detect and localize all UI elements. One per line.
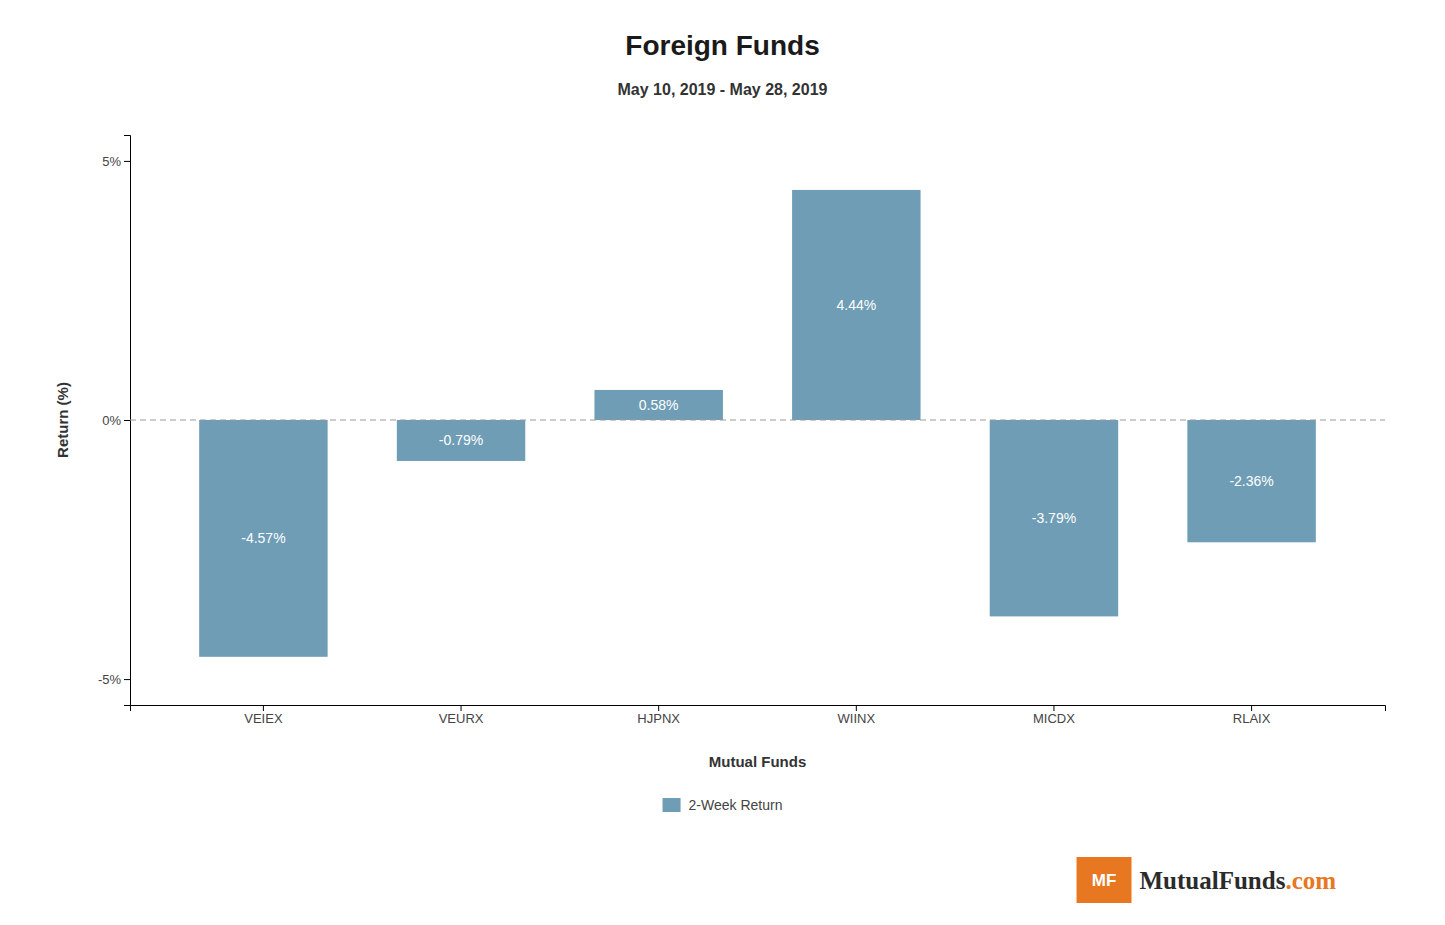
bar xyxy=(1187,420,1315,542)
y-tick-label: 5% xyxy=(102,154,121,169)
x-tick: WIINX xyxy=(838,705,876,726)
legend-item: 2-Week Return xyxy=(663,797,783,813)
y-tick: -5% xyxy=(98,672,130,687)
y-tick-mark xyxy=(124,161,130,162)
x-tick-mark xyxy=(461,705,462,711)
plot: -5% 0% 5% VEIEX VEURX HJPNX WIINX MICDX RLAIX -4.… xyxy=(98,136,1386,727)
data-label: 0.58% xyxy=(639,397,679,413)
x-axis: VEIEX VEURX HJPNX WIINX MICDX RLAIX xyxy=(131,705,1386,726)
title: Foreign Funds xyxy=(625,30,819,61)
watermark-box xyxy=(1077,857,1132,903)
x-tick-mark xyxy=(658,705,659,711)
x-tick-label: MICDX xyxy=(1033,711,1075,726)
subtitle: May 10, 2019 - May 28, 2019 xyxy=(618,81,828,98)
x-tick: VEIEX xyxy=(244,705,283,726)
y-axis-title: Return (%) xyxy=(54,382,71,458)
watermark-text: .com xyxy=(1285,867,1336,894)
legend-label: 2-Week Return xyxy=(689,797,783,813)
data-label: -2.36% xyxy=(1229,473,1273,489)
y-tick-mark xyxy=(124,420,130,421)
x-tick-label: WIINX xyxy=(838,711,876,726)
x-tick: VEURX xyxy=(439,705,484,726)
x-tick-mark xyxy=(263,705,264,711)
y-tick: 5% xyxy=(102,154,130,169)
y-tick-mark xyxy=(124,679,130,680)
x-tick: MICDX xyxy=(1033,705,1075,726)
data-label: 4.44% xyxy=(836,297,876,313)
y-axis-line xyxy=(124,136,131,706)
reference-line xyxy=(130,419,1385,420)
legend-swatch xyxy=(663,798,681,812)
x-tick-label: VEIEX xyxy=(244,711,283,726)
data-label: -0.79% xyxy=(439,432,483,448)
x-axis-line xyxy=(131,706,1386,712)
chart: Foreign Funds May 10, 2019 - May 28, 2019… xyxy=(0,0,1445,925)
data-label: -3.79% xyxy=(1032,510,1076,526)
y-axis: -5% 0% 5% xyxy=(98,136,131,706)
watermark-text: MutualFunds xyxy=(1140,867,1286,894)
y-tick-label: -5% xyxy=(98,672,122,687)
x-tick-label: VEURX xyxy=(439,711,484,726)
bar xyxy=(792,190,920,420)
bar xyxy=(594,390,722,420)
bar xyxy=(990,420,1118,616)
x-tick-label: HJPNX xyxy=(637,711,680,726)
data-label: -4.57% xyxy=(241,530,285,546)
bar xyxy=(199,420,327,657)
x-axis-title: Mutual Funds xyxy=(709,753,807,770)
x-tick: RLAIX xyxy=(1233,705,1271,726)
data-labels: -4.57% -0.79% 0.58% 4.44% -3.79% -2.36% xyxy=(241,297,1274,546)
y-tick: 0% xyxy=(102,413,130,428)
legend: 2-Week Return xyxy=(663,797,783,813)
x-tick: HJPNX xyxy=(637,705,680,726)
watermark: MF MutualFunds.com xyxy=(1077,857,1337,903)
x-tick-label: RLAIX xyxy=(1233,711,1271,726)
y-tick-label: 0% xyxy=(102,413,121,428)
watermark-box-text: MF xyxy=(1092,871,1117,890)
bars xyxy=(199,190,1316,657)
bar xyxy=(397,420,525,461)
x-tick-mark xyxy=(856,705,857,711)
x-tick-mark xyxy=(1251,705,1252,711)
x-tick-mark xyxy=(1053,705,1054,711)
